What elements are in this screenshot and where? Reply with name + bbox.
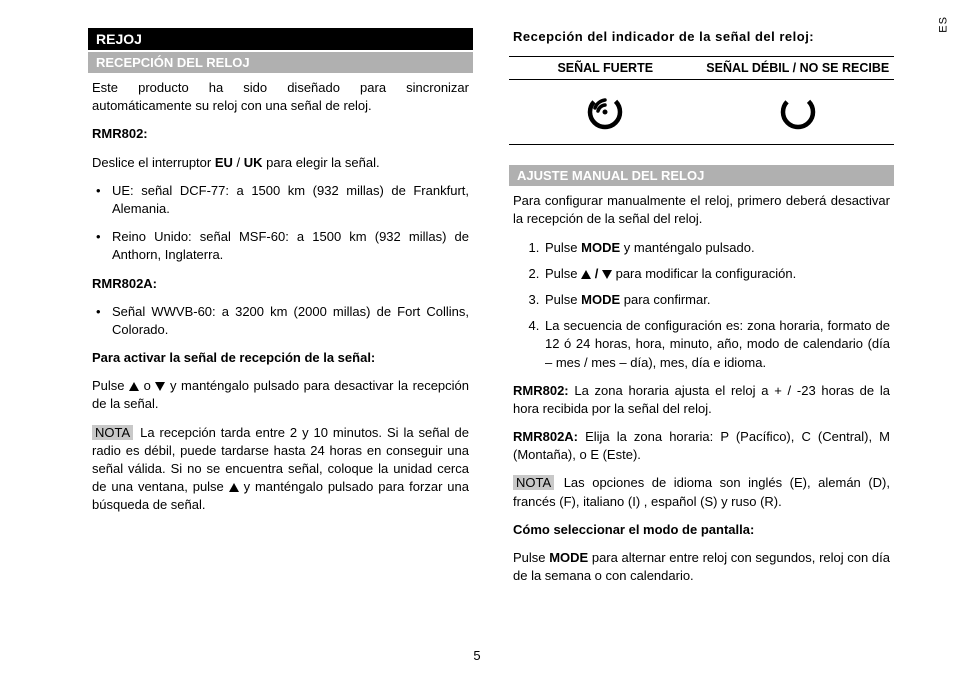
strong-signal-icon xyxy=(583,90,627,134)
signal-list-eu-uk: UE: señal DCF-77: a 1500 km (932 millas)… xyxy=(88,182,473,265)
text-fragment: Las opciones de idioma son inglés (E), a… xyxy=(513,475,890,508)
text-fragment: Pulse xyxy=(545,240,581,255)
text-fragment: / xyxy=(591,266,602,281)
weak-signal-icon xyxy=(776,90,820,134)
down-icon xyxy=(155,382,165,391)
up-icon xyxy=(129,382,139,391)
strong-signal-cell xyxy=(509,80,702,145)
page-content: REJOJ RECEPCIÓN DEL RELOJ Este producto … xyxy=(0,28,954,595)
model-rmr802-text: Deslice el interruptor EU / UK para eleg… xyxy=(88,154,473,172)
text-fragment: para elegir la señal. xyxy=(263,155,380,170)
nota-badge: NOTA xyxy=(92,425,133,440)
text-fragment: Pulse xyxy=(545,292,581,307)
manual-intro: Para configurar manualmente el reloj, pr… xyxy=(509,192,894,228)
nota-reception: NOTA La recepción tarda entre 2 y 10 min… xyxy=(88,424,473,515)
table-title: Recepción del indicador de la señal del … xyxy=(509,28,894,46)
list-item: Pulse MODE para confirmar. xyxy=(543,291,894,309)
list-item: Señal WWVB-60: a 3200 km (2000 millas) d… xyxy=(112,303,473,339)
rmr802a-tz: RMR802A: Elija la zona horaria: P (Pacíf… xyxy=(509,428,894,464)
text-fragment: Pulse xyxy=(92,378,129,393)
activate-label: Para activar la señal de recepción de la… xyxy=(88,349,473,367)
uk-label: UK xyxy=(244,155,263,170)
weak-signal-cell xyxy=(702,80,895,145)
language-tab: ES xyxy=(938,16,950,33)
section-title-rejoj: REJOJ xyxy=(88,28,473,50)
rmr802a-label: RMR802A: xyxy=(513,429,578,444)
text-fragment: Pulse xyxy=(513,550,549,565)
list-item: UE: señal DCF-77: a 1500 km (932 millas)… xyxy=(112,182,473,218)
text-fragment: o xyxy=(139,378,155,393)
text-fragment: y manténgalo pulsado. xyxy=(620,240,754,255)
signal-list-us: Señal WWVB-60: a 3200 km (2000 millas) d… xyxy=(88,303,473,339)
right-column: Recepción del indicador de la señal del … xyxy=(509,28,894,595)
text-fragment: para confirmar. xyxy=(620,292,710,307)
activate-text: Pulse o y manténgalo pulsado para desact… xyxy=(88,377,473,413)
model-rmr802a-label: RMR802A: xyxy=(88,275,473,293)
list-item: Reino Unido: señal MSF-60: a 1500 km (93… xyxy=(112,228,473,264)
signal-table: SEÑAL FUERTE SEÑAL DÉBIL / NO SE RECIBE xyxy=(509,56,894,145)
th-weak: SEÑAL DÉBIL / NO SE RECIBE xyxy=(702,57,895,80)
text-fragment: / xyxy=(233,155,244,170)
nota-badge: NOTA xyxy=(513,475,554,490)
text-fragment: Deslice el interruptor xyxy=(92,155,215,170)
display-mode-text: Pulse MODE para alternar entre reloj con… xyxy=(509,549,894,585)
up-icon xyxy=(581,270,591,279)
list-item: La secuencia de configuración es: zona h… xyxy=(543,317,894,372)
text-fragment: La zona horaria ajusta el reloj a + / -2… xyxy=(513,383,890,416)
left-column: REJOJ RECEPCIÓN DEL RELOJ Este producto … xyxy=(88,28,473,595)
rmr802-label: RMR802: xyxy=(513,383,569,398)
mode-label: MODE xyxy=(581,240,620,255)
display-mode-label: Cómo seleccionar el modo de pantalla: xyxy=(509,521,894,539)
down-icon xyxy=(602,270,612,279)
section-title-recepcion: RECEPCIÓN DEL RELOJ xyxy=(88,52,473,73)
page-number: 5 xyxy=(0,648,954,663)
eu-label: EU xyxy=(215,155,233,170)
nota-language: NOTA Las opciones de idioma son inglés (… xyxy=(509,474,894,510)
intro-text: Este producto ha sido diseñado para sinc… xyxy=(88,79,473,115)
model-rmr802-label: RMR802: xyxy=(88,125,473,143)
list-item: Pulse / para modificar la configuración. xyxy=(543,265,894,283)
rmr802-tz: RMR802: La zona horaria ajusta el reloj … xyxy=(509,382,894,418)
manual-steps: Pulse MODE y manténgalo pulsado. Pulse /… xyxy=(509,239,894,372)
th-strong: SEÑAL FUERTE xyxy=(509,57,702,80)
text-fragment: Pulse xyxy=(545,266,581,281)
mode-label: MODE xyxy=(549,550,588,565)
section-title-ajuste: AJUSTE MANUAL DEL RELOJ xyxy=(509,165,894,186)
up-icon xyxy=(229,483,239,492)
mode-label: MODE xyxy=(581,292,620,307)
list-item: Pulse MODE y manténgalo pulsado. xyxy=(543,239,894,257)
text-fragment: para modificar la configuración. xyxy=(612,266,796,281)
